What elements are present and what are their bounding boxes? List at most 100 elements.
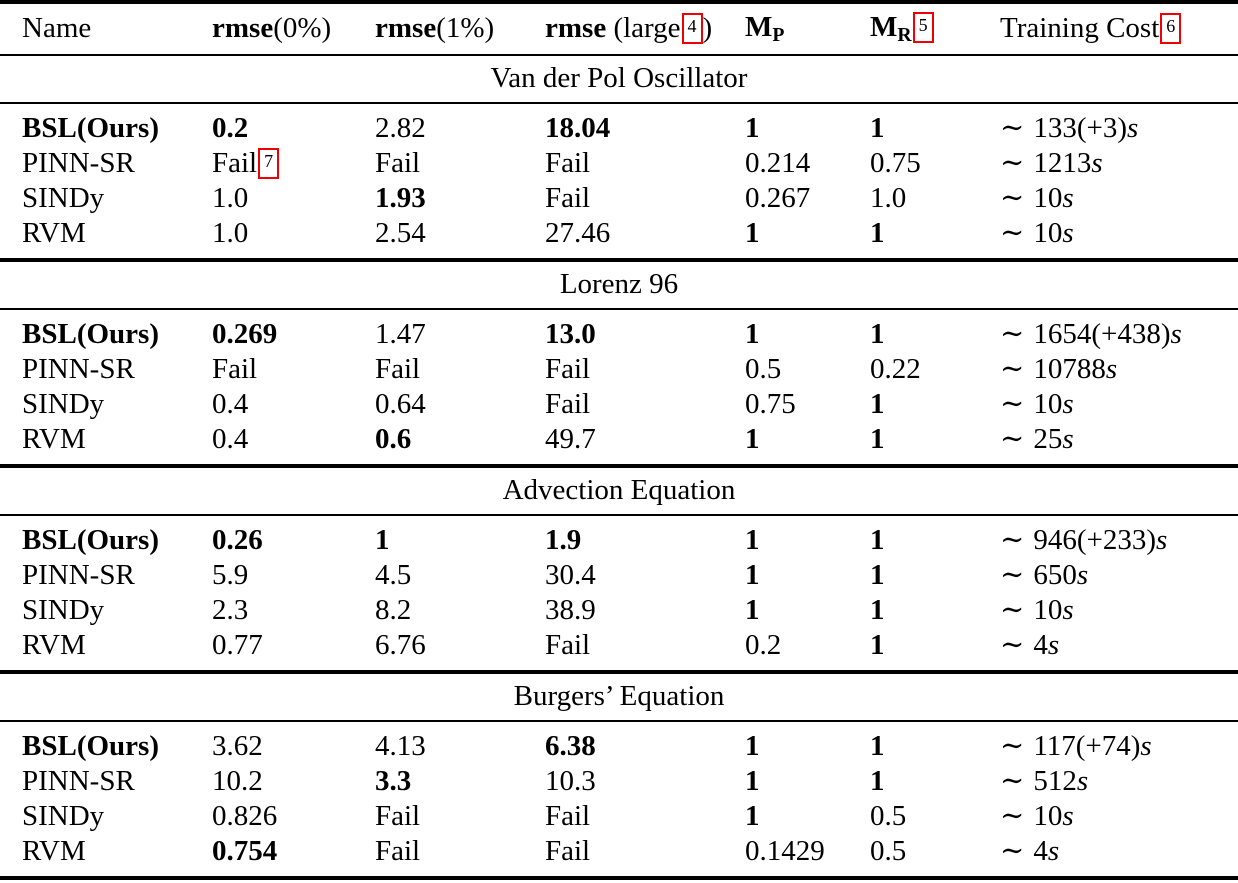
cell-mp: 1 [745,423,870,456]
cell-rmse-1: 1.47 [375,318,545,351]
table-header-row: Name rmse(0%) rmse(1%) rmse (large 4) MP … [0,4,1238,54]
cell-mr: 1 [870,559,1000,592]
cell-training-cost: ∼ 1213s [1000,147,1238,180]
cell-rmse-0-value: Fail [212,352,258,385]
column-header-rmse-large-rest: (large [606,12,681,45]
mr-symbol: M [870,11,898,44]
cell-rmse-1: 0.64 [375,388,545,421]
cell-mr: 1 [870,730,1000,763]
cost-unit: s [1076,764,1089,797]
cell-training-cost: ∼ 25s [1000,423,1238,456]
column-header-rmse-0-bold: rmse [212,12,274,45]
cell-rmse-0-value: 1.0 [212,181,249,214]
cost-unit: s [1062,593,1074,626]
cell-mr-value: 0.5 [870,799,907,832]
cell-mr: 1 [870,594,1000,627]
cell-mr: 1 [870,318,1000,351]
cell-rmse-0: Fail 7 [212,147,375,180]
rule-below-section-title [0,308,1238,310]
cost-unit: s [1126,111,1139,144]
table-row: SINDy 0.4 0.64 Fail 0.75 1 ∼ 10s [0,387,1238,422]
cell-rmse-0: Fail [212,353,375,386]
cell-method-name: BSL(Ours) [22,317,159,350]
cost-unit: s [1170,317,1182,350]
cell-rmse-1: Fail [375,353,545,386]
footnote-link-5[interactable]: 5 [912,12,934,44]
cell-mr-value: 1 [870,593,885,626]
cell-rmse-large-value: Fail [545,799,591,832]
cell-rmse-1-value: 8.2 [375,593,412,626]
cell-rmse-1-value: 3.3 [375,764,412,797]
cost-value: 133(+3) [1033,111,1127,144]
cell-mr: 1.0 [870,182,1000,215]
section-title: Van der Pol Oscillator [490,62,748,95]
footnote-link-4[interactable]: 4 [681,13,703,45]
cell-rmse-large-value: 18.04 [545,111,611,144]
table-row: SINDy 2.3 8.2 38.9 1 1 ∼ 10s [0,593,1238,628]
cell-mr-value: 1 [870,216,885,249]
cell-rmse-1-value: 1 [375,523,390,556]
approx-tilde: ∼ [1000,593,1025,626]
cell-training-cost: ∼ 133(+3)s [1000,112,1238,145]
column-header-rmse-0: rmse(0%) [212,12,375,45]
cell-rmse-1: Fail [375,835,545,868]
cell-mr-value: 1 [870,628,885,661]
cell-rmse-large-value: Fail [545,628,591,661]
cell-rmse-0: 2.3 [212,594,375,627]
cell-rmse-0-value: 1.0 [212,216,249,249]
section-rows: BSL(Ours) 0.269 1.47 13.0 1 1 ∼ 1654(+438)s PINN… [0,310,1238,464]
cell-mp-value: 0.2 [745,628,782,661]
cost-value: 10 [1033,799,1063,832]
table-row: BSL(Ours) 3.62 4.13 6.38 1 1 ∼ 117(+74)s [0,729,1238,764]
cell-method-name: SINDy [22,593,105,626]
cell-rmse-large: 1.9 [545,524,745,557]
approx-tilde: ∼ [1000,422,1025,455]
column-header-rmse-large: rmse (large 4) [545,12,745,45]
rule-section-bottom [0,876,1238,880]
cell-mp-value: 1 [745,764,760,797]
cell-rmse-large: 38.9 [545,594,745,627]
cell-rmse-0-value: 0.2 [212,111,249,144]
column-header-rmse-0-rest: (0%) [273,12,332,45]
cell-mr-value: 1 [870,764,885,797]
approx-tilde: ∼ [1000,111,1025,144]
footnote-number-4: 4 [687,16,697,37]
cell-mp-value: 1 [745,111,760,144]
cell-mp: 1 [745,559,870,592]
cell-rmse-large: 10.3 [545,765,745,798]
cost-value: 4 [1033,628,1048,661]
table-row: PINN-SR Fail 7 Fail Fail 0.214 0.75 ∼ 1213s [0,146,1238,181]
cell-mp: 1 [745,765,870,798]
approx-tilde: ∼ [1000,834,1025,867]
cell-rmse-0-value: 0.269 [212,317,278,350]
column-header-rmse-large-bold: rmse [545,12,607,45]
footnote-link-7[interactable]: 7 [258,147,280,179]
cell-rmse-large-value: Fail [545,387,591,420]
cell-mr-value: 1.0 [870,181,907,214]
section-title: Burgers’ Equation [513,680,725,713]
cell-rmse-0: 0.754 [212,835,375,868]
table-row: BSL(Ours) 0.269 1.47 13.0 1 1 ∼ 1654(+438)s [0,317,1238,352]
cost-unit: s [1155,523,1168,556]
cell-mr-value: 1 [870,523,885,556]
cell-training-cost: ∼ 10s [1000,594,1238,627]
cell-rmse-0-value: 3.62 [212,729,263,762]
cost-value: 512 [1033,764,1077,797]
cell-rmse-1-value: 0.64 [375,387,426,420]
table-row: BSL(Ours) 0.2 2.82 18.04 1 1 ∼ 133(+3)s [0,111,1238,146]
table-row: RVM 0.754 Fail Fail 0.1429 0.5 ∼ 4s [0,834,1238,869]
cell-rmse-0: 0.77 [212,629,375,662]
cell-mr: 0.5 [870,835,1000,868]
cell-rmse-1-value: 6.76 [375,628,426,661]
cost-unit: s [1062,216,1074,249]
cell-rmse-large-value: Fail [545,352,591,385]
cost-unit: s [1047,628,1060,661]
cell-rmse-1: 2.54 [375,217,545,250]
footnote-link-6[interactable]: 6 [1160,13,1182,45]
section-title: Advection Equation [502,474,736,507]
cell-method-name: RVM [22,216,86,249]
cell-mp-value: 1 [745,317,760,350]
column-header-training-cost-label: Training Cost [1000,12,1160,45]
cell-method-name: RVM [22,628,86,661]
approx-tilde: ∼ [1000,317,1025,350]
